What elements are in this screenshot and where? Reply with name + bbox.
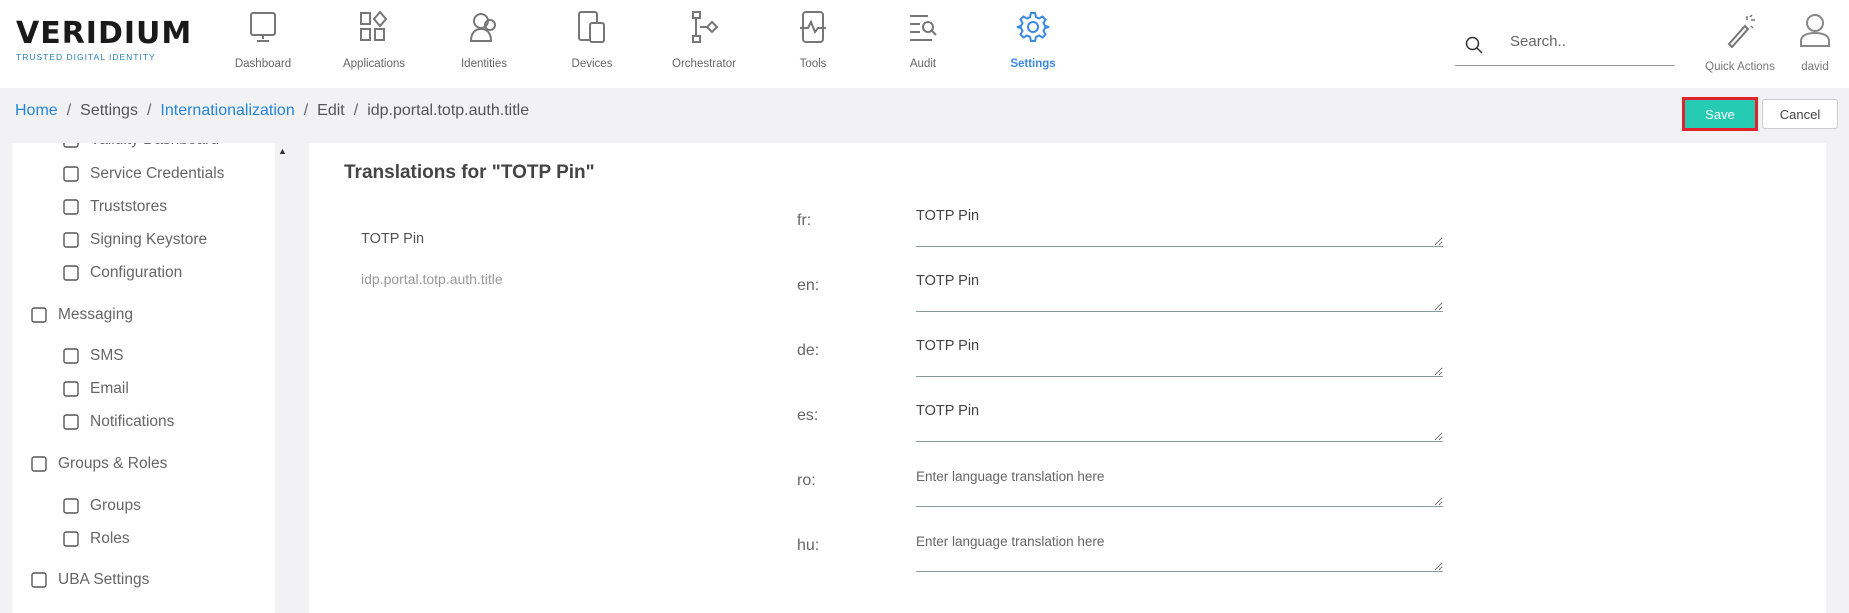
page-title: Translations for "TOTP Pin" <box>344 162 595 183</box>
users-icon <box>469 13 496 42</box>
sidebar-item-truststores[interactable]: Truststores <box>62 198 167 216</box>
gear-icon <box>1016 12 1050 42</box>
nav-dashboard[interactable]: Dashboard <box>213 10 313 70</box>
user-menu[interactable]: david <box>1795 12 1835 73</box>
translation-key: idp.portal.totp.auth.title <box>361 271 503 287</box>
sidebar-item-sms[interactable]: SMS <box>62 347 124 365</box>
tools-icon <box>800 11 826 43</box>
breadcrumb: Home / Settings / Internationalization / Edit /… <box>15 102 530 119</box>
translations-panel: Translations for "TOTP Pin" TOTP Pin idp… <box>309 143 1826 613</box>
language-label: de: <box>797 342 820 359</box>
sidebar-item-configuration[interactable]: Configuration <box>62 264 182 282</box>
language-label: hu: <box>797 537 820 554</box>
sidebar-item-signing-keystore[interactable]: Signing Keystore <box>62 231 207 249</box>
group-icon <box>31 456 47 472</box>
sidebar-item-uba-settings[interactable]: UBA Settings <box>30 571 149 589</box>
magic-wand-icon <box>1727 14 1755 49</box>
groups-icon <box>63 498 79 514</box>
devices-icon <box>578 11 605 43</box>
language-label: en: <box>797 277 820 294</box>
breadcrumb-edit: Edit <box>317 102 345 119</box>
breadcrumb-current: idp.portal.totp.auth.title <box>367 102 530 119</box>
sidebar-item-roles[interactable]: Roles <box>62 530 130 548</box>
translation-hu-input[interactable] <box>916 533 1443 572</box>
list-icon <box>63 414 79 430</box>
search-input[interactable] <box>1510 33 1660 50</box>
language-label: es: <box>797 407 819 424</box>
search-box <box>1455 28 1675 66</box>
keystore-icon <box>63 232 79 248</box>
nav-tools[interactable]: Tools <box>763 10 863 70</box>
apps-icon <box>360 10 388 41</box>
nav-identities[interactable]: Identities <box>434 10 534 70</box>
breadcrumb-settings: Settings <box>80 102 138 119</box>
scroll-up-arrow-icon[interactable]: ▲ <box>278 146 287 156</box>
save-highlight: Save <box>1682 97 1758 131</box>
breadcrumb-home[interactable]: Home <box>15 102 58 119</box>
at-icon <box>63 381 79 397</box>
cancel-button[interactable]: Cancel <box>1762 99 1838 129</box>
monitor-icon <box>250 12 276 42</box>
sidebar-item-notifications[interactable]: Notifications <box>62 413 174 431</box>
send-icon <box>31 307 47 323</box>
nav-settings[interactable]: Settings <box>983 10 1083 70</box>
translation-ro-input[interactable] <box>916 468 1443 507</box>
document-icon <box>63 166 79 182</box>
store-icon <box>63 199 79 215</box>
veridium-logo[interactable]: VERIDIUM TRUSTED DIGITAL IDENTITY <box>16 16 193 63</box>
nav-audit[interactable]: Audit <box>873 10 973 70</box>
translation-es-input[interactable]: TOTP Pin <box>916 403 1443 442</box>
translation-fr-input[interactable]: TOTP Pin <box>916 208 1443 247</box>
translation-de-input[interactable]: TOTP Pin <box>916 338 1443 377</box>
language-label: ro: <box>797 472 816 489</box>
wrench-icon <box>63 265 79 281</box>
settings-sidebar: Validity Dashboard Service Credentials Tru… <box>12 143 275 613</box>
sidebar-item-email[interactable]: Email <box>62 380 129 398</box>
uba-icon <box>31 572 47 588</box>
sidebar-item-validity-dashboard[interactable]: Validity Dashboard <box>62 143 219 149</box>
language-label: fr: <box>797 212 812 229</box>
quick-actions-button[interactable]: Quick Actions <box>1705 12 1775 73</box>
save-button[interactable]: Save <box>1685 100 1755 128</box>
sms-icon <box>63 348 79 364</box>
top-header: VERIDIUM TRUSTED DIGITAL IDENTITY Dashbo… <box>0 0 1849 88</box>
user-icon <box>1800 14 1830 47</box>
default-value: TOTP Pin <box>361 231 425 247</box>
nav-applications[interactable]: Applications <box>324 10 424 70</box>
dashboard-icon <box>63 143 79 148</box>
sidebar-item-groups-roles[interactable]: Groups & Roles <box>30 455 167 473</box>
search-icon[interactable] <box>1465 36 1483 54</box>
roles-icon <box>63 531 79 547</box>
audit-icon <box>910 15 937 41</box>
translation-en-input[interactable]: TOTP Pin <box>916 273 1443 312</box>
nav-orchestrator[interactable]: Orchestrator <box>654 10 754 70</box>
sidebar-item-messaging[interactable]: Messaging <box>30 306 133 324</box>
sidebar-item-groups[interactable]: Groups <box>62 497 141 515</box>
breadcrumb-internationalization[interactable]: Internationalization <box>160 102 295 119</box>
flow-icon <box>692 11 719 43</box>
sidebar-item-service-credentials[interactable]: Service Credentials <box>62 165 224 183</box>
nav-devices[interactable]: Devices <box>542 10 642 70</box>
